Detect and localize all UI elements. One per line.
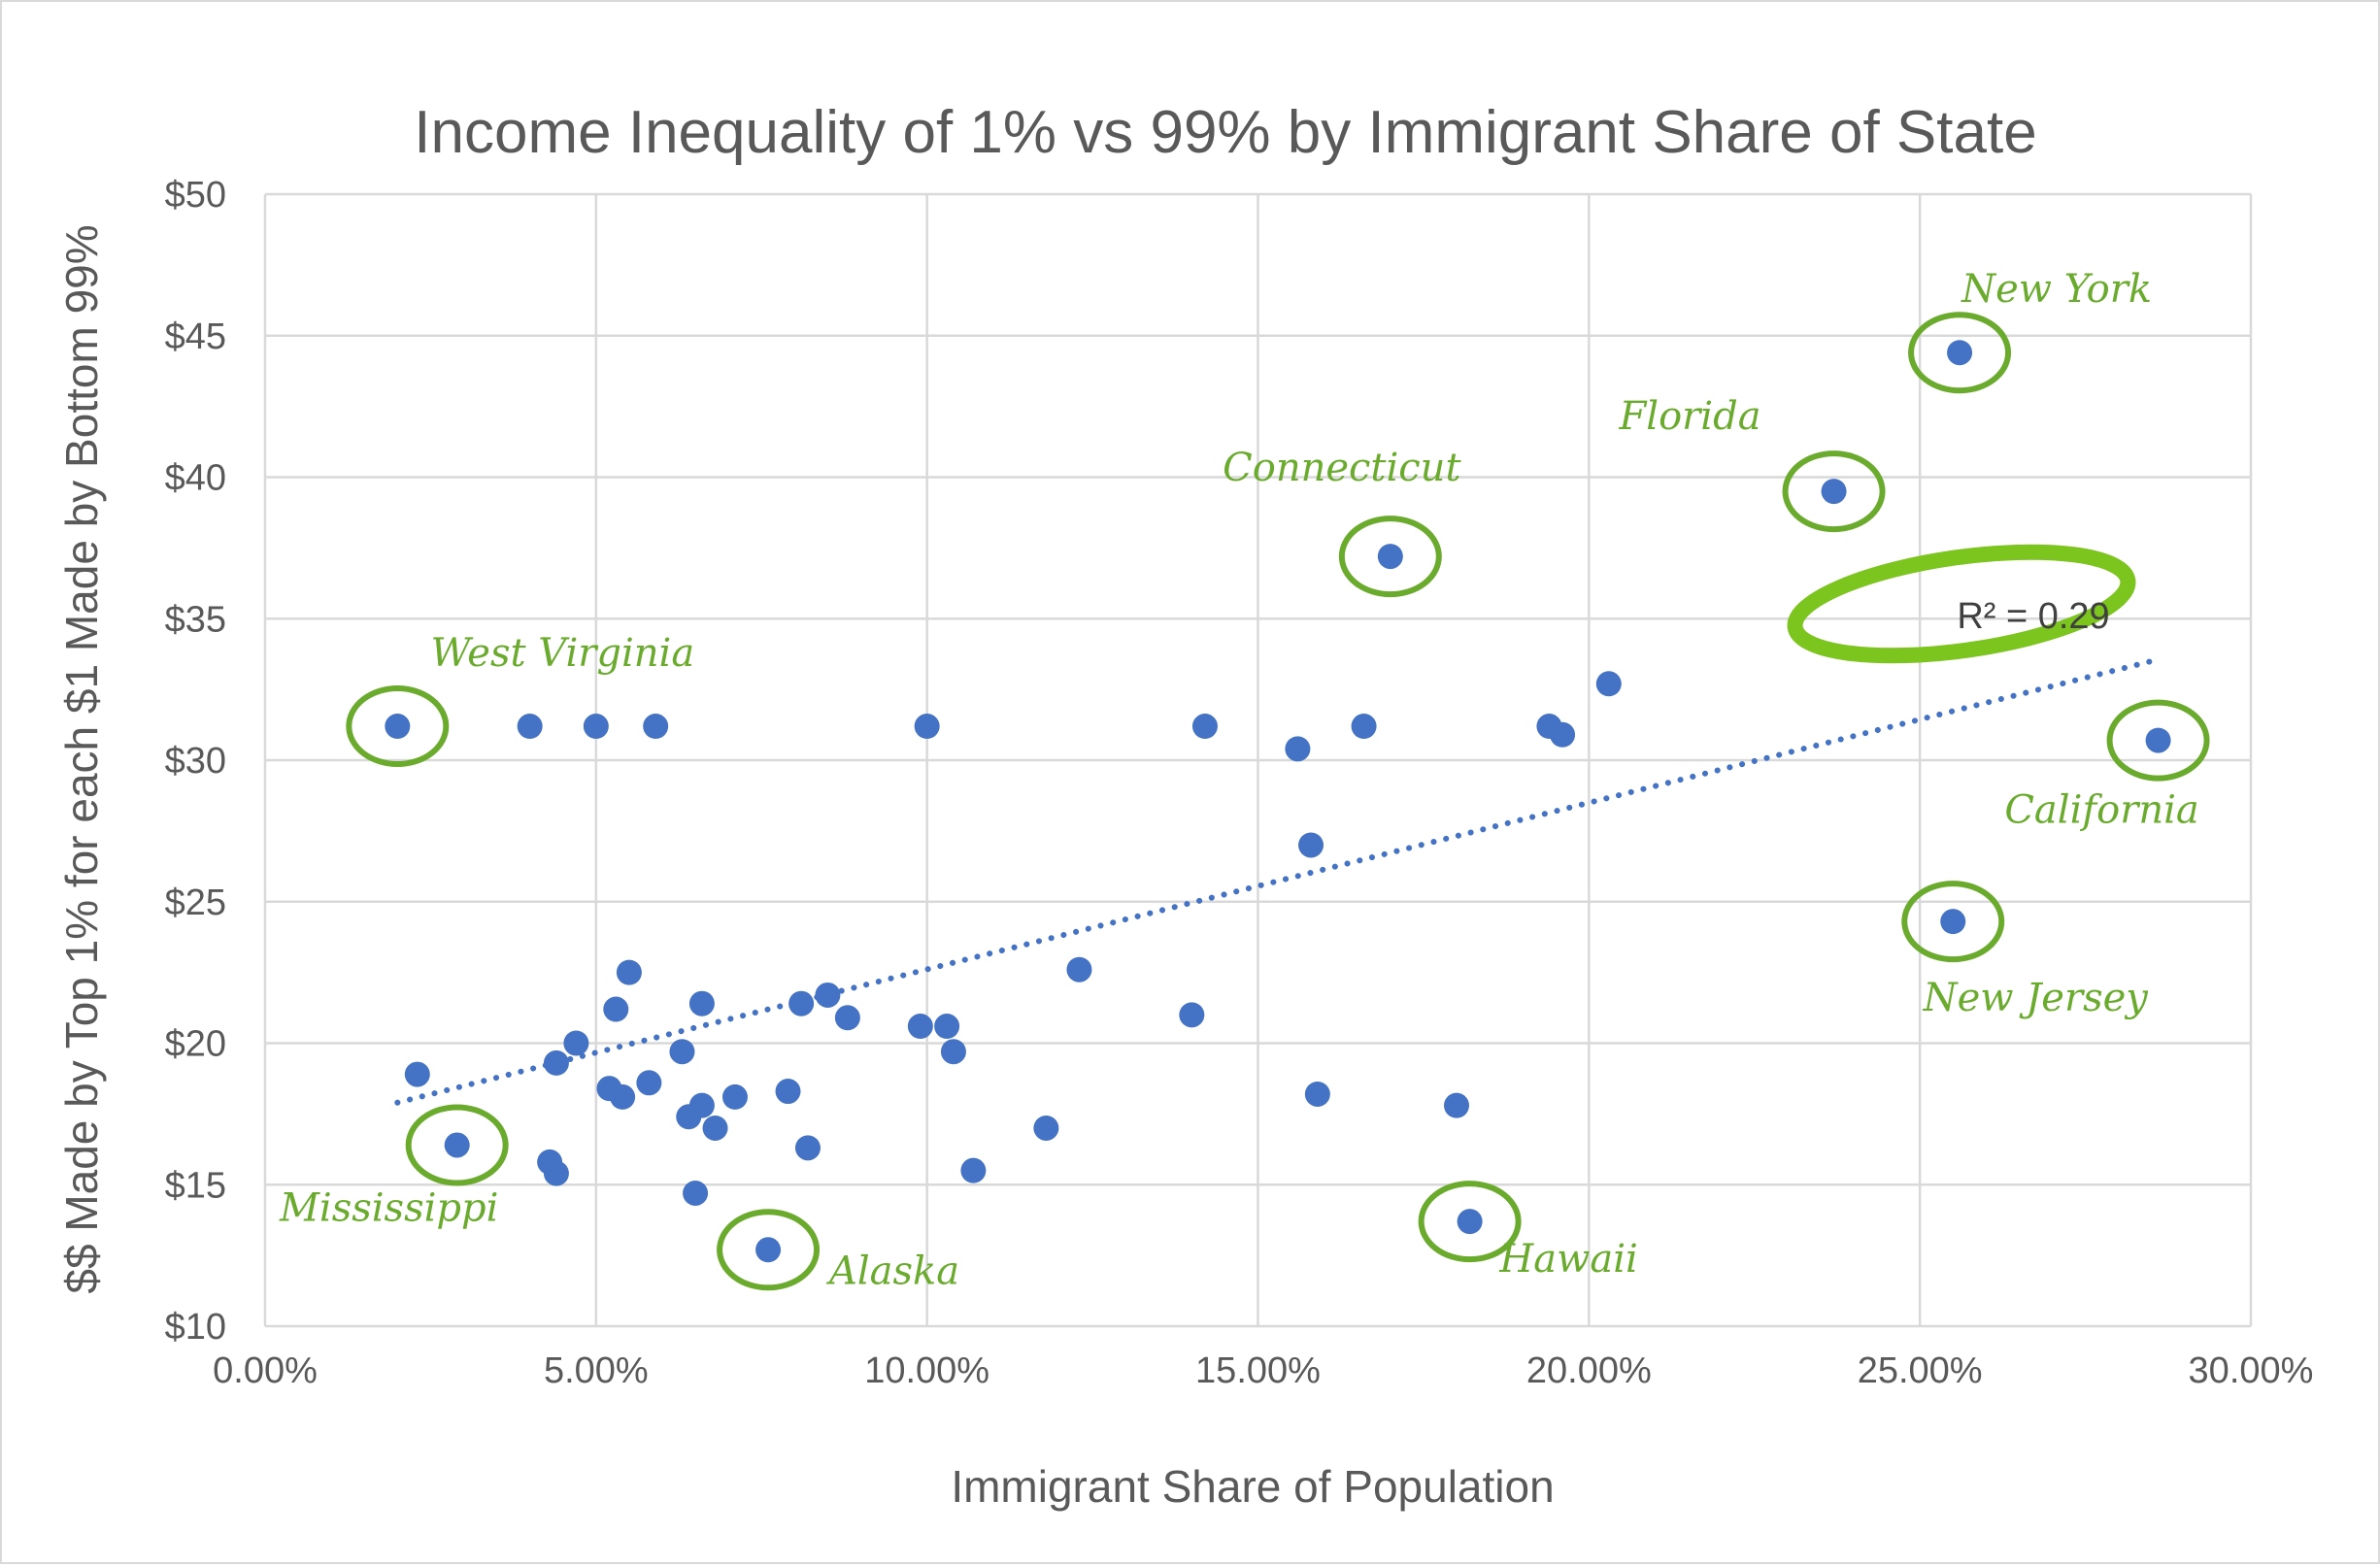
data-point [543,1160,569,1186]
x-tick-label: 10.00% [864,1350,989,1391]
data-point [815,982,841,1008]
state-label: Hawaii [1498,1237,1637,1282]
trendline [394,657,2155,1106]
data-point [688,990,715,1016]
data-point [1947,340,1973,366]
data-point [1304,1081,1330,1107]
gridlines [263,192,2253,1328]
data-point [444,1132,470,1158]
data-point [2145,727,2171,753]
data-point [1550,721,1576,748]
state-annotations: West Virginia Connecticut Florida New York C… [279,267,2210,1293]
data-point [636,1070,662,1096]
data-points [385,340,2171,1263]
data-point [1457,1209,1483,1235]
data-point [1298,832,1324,858]
highlight-circle [1782,450,1886,533]
y-axis-label: $$ Made by Top 1% for each $1 Made by Bo… [56,224,107,1293]
highlight-circle [1418,1181,1522,1263]
data-point [643,714,669,740]
y-tick-label: $35 [165,599,226,640]
x-tick-label: 25.00% [1858,1350,1983,1391]
r-squared-highlight [1787,544,2136,664]
y-tick-label: $40 [165,458,226,499]
data-point [1940,909,1966,935]
state-label: Florida [1619,394,1761,439]
x-tick-label: 20.00% [1526,1350,1652,1391]
data-point [788,990,815,1016]
data-point [1377,544,1403,570]
data-point [404,1061,430,1087]
data-point [1821,479,1847,505]
highlight-circle [1338,516,1442,598]
data-point [583,714,609,740]
data-point [907,1014,933,1040]
data-point [543,1050,569,1076]
state-label: West Virginia [430,631,694,676]
highlight-circle [1908,312,2012,394]
state-label: New Jersey [1923,976,2150,1020]
data-point [1066,956,1092,983]
data-point [1179,1002,1205,1028]
data-point [683,1180,709,1206]
data-point [721,1083,748,1110]
chart-title: Income Inequality of 1% vs 99% by Immigr… [414,99,2036,166]
y-tick-label: $20 [165,1024,226,1065]
x-tick-label: 0.00% [213,1350,318,1391]
data-point [1033,1115,1059,1141]
data-point [940,1039,966,1065]
data-point [702,1115,728,1141]
highlight-circle [1901,881,2005,963]
data-point [385,714,411,740]
data-point [688,1092,715,1118]
data-point [1444,1092,1469,1118]
data-point [610,1083,636,1110]
r-squared-label: R² = 0.29 [1957,596,2109,637]
data-point [1351,714,1377,740]
data-point [794,1135,821,1161]
state-label: California [2004,788,2198,833]
x-axis-ticks: 0.00% 5.00% 10.00% 15.00% 20.00% 25.00% 30.00% [213,1350,2313,1391]
data-point [755,1237,782,1263]
highlight-circle [2106,699,2210,782]
data-point [1595,671,1622,697]
data-point [960,1157,987,1183]
data-point [934,1014,960,1040]
data-point [563,1030,589,1056]
highlight-circle [346,685,450,768]
y-tick-label: $45 [165,317,226,357]
x-tick-label: 5.00% [544,1350,649,1391]
data-point [616,959,642,985]
state-label: New York [1961,267,2152,312]
data-point [1191,714,1218,740]
data-point [775,1079,801,1105]
data-point [669,1039,695,1065]
x-tick-label: 15.00% [1195,1350,1321,1391]
y-tick-label: $50 [165,175,226,216]
data-point [914,714,940,740]
highlight-circle [717,1209,821,1291]
y-tick-label: $15 [165,1165,226,1206]
x-axis-label: Immigrant Share of Population [951,1461,1554,1512]
y-tick-label: $10 [165,1307,226,1348]
data-point [603,996,629,1022]
y-axis-ticks: $10 $15 $20 $25 $30 $35 $40 $45 $50 [165,175,226,1348]
x-tick-label: 30.00% [2189,1350,2314,1391]
data-point [834,1005,860,1031]
state-label: Mississippi [279,1185,498,1230]
state-label: Connecticut [1223,446,1461,490]
data-point [1285,736,1311,762]
highlight-circle [405,1104,509,1186]
state-label: Alaska [825,1249,959,1293]
y-tick-label: $30 [165,741,226,782]
y-tick-label: $25 [165,883,226,923]
data-point [517,714,543,740]
